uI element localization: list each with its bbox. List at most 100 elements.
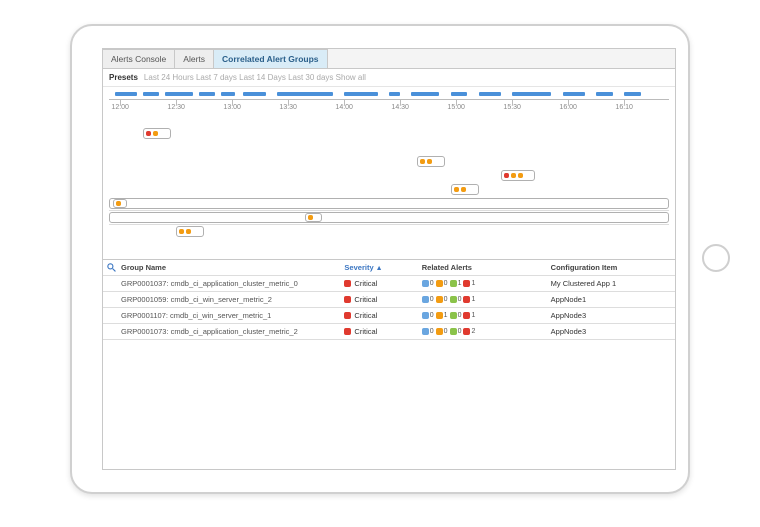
cell-severity: Critical xyxy=(344,311,421,320)
preset-last-7-days[interactable]: Last 7 days xyxy=(196,73,237,82)
severity-icon xyxy=(344,328,351,335)
timeline-ruler: 12:0012:3013:0013:3014:0014:3015:0015:30… xyxy=(109,99,669,115)
swim-event[interactable] xyxy=(143,128,171,139)
pill-count: 2 xyxy=(471,328,475,335)
timeline-density xyxy=(109,91,669,97)
swimlane xyxy=(109,197,669,211)
density-segment xyxy=(596,92,613,96)
sort-asc-icon: ▲ xyxy=(376,265,383,272)
density-segment xyxy=(389,92,400,96)
swim-group[interactable] xyxy=(109,212,669,223)
cell-severity: Critical xyxy=(344,327,421,336)
app-screen: Alerts ConsoleAlertsCorrelated Alert Gro… xyxy=(102,48,676,470)
table-row[interactable]: GRP0001107: cmdb_ci_win_server_metric_1C… xyxy=(103,308,675,324)
event-dot xyxy=(116,201,121,206)
severity-label: Critical xyxy=(354,295,377,304)
density-segment xyxy=(143,92,160,96)
tick-label: 12:00 xyxy=(111,104,129,111)
tick-label: 15:00 xyxy=(447,104,465,111)
tick-label: 16:00 xyxy=(559,104,577,111)
tick-label: 13:00 xyxy=(223,104,241,111)
related-pill: 0 xyxy=(436,296,448,303)
swimlane xyxy=(109,225,669,239)
related-pill: 1 xyxy=(463,280,475,287)
related-pill: 1 xyxy=(450,280,462,287)
related-pill: 0 xyxy=(422,328,434,335)
swim-group[interactable] xyxy=(109,198,669,209)
home-button[interactable] xyxy=(702,244,730,272)
preset-last-30-days[interactable]: Last 30 days xyxy=(288,73,333,82)
swim-event[interactable] xyxy=(113,199,127,208)
swim-event[interactable] xyxy=(305,213,322,222)
pill-icon xyxy=(436,280,443,287)
pill-count: 0 xyxy=(444,328,448,335)
density-segment xyxy=(479,92,501,96)
search-icon[interactable] xyxy=(107,263,121,272)
preset-show-all[interactable]: Show all xyxy=(336,73,366,82)
pill-icon xyxy=(463,328,470,335)
swim-event[interactable] xyxy=(176,226,204,237)
tab-correlated-alert-groups[interactable]: Correlated Alert Groups xyxy=(214,49,328,68)
swimlane-area xyxy=(109,127,669,253)
timeline: 12:0012:3013:0013:3014:0014:3015:0015:30… xyxy=(103,87,675,115)
pill-count: 1 xyxy=(471,280,475,287)
event-dot xyxy=(504,173,509,178)
col-ci[interactable]: Configuration Item xyxy=(551,263,671,272)
severity-label: Critical xyxy=(354,279,377,288)
severity-icon xyxy=(344,280,351,287)
cell-related: 0101 xyxy=(422,312,551,319)
density-segment xyxy=(411,92,439,96)
pill-count: 0 xyxy=(458,328,462,335)
tab-alerts-console[interactable]: Alerts Console xyxy=(103,49,175,68)
related-pill: 0 xyxy=(436,328,448,335)
presets-bar: Presets Last 24 Hours Last 7 days Last 1… xyxy=(103,69,675,87)
event-dot xyxy=(427,159,432,164)
tick-label: 15:30 xyxy=(503,104,521,111)
cell-related: 0001 xyxy=(422,296,551,303)
pill-count: 1 xyxy=(471,296,475,303)
tick-label: 14:00 xyxy=(335,104,353,111)
related-pill: 0 xyxy=(422,280,434,287)
col-group[interactable]: Group Name xyxy=(121,263,344,272)
col-related[interactable]: Related Alerts xyxy=(422,263,551,272)
table-header: Group Name Severity▲ Related Alerts Conf… xyxy=(103,260,675,276)
pill-icon xyxy=(450,312,457,319)
swimlane xyxy=(109,127,669,141)
density-segment xyxy=(115,92,137,96)
related-pill: 0 xyxy=(450,296,462,303)
cell-group: GRP0001107: cmdb_ci_win_server_metric_1 xyxy=(121,311,344,320)
cell-ci: AppNode3 xyxy=(551,327,671,336)
density-segment xyxy=(344,92,378,96)
severity-icon xyxy=(344,312,351,319)
pill-count: 0 xyxy=(430,280,434,287)
related-pill: 1 xyxy=(436,312,448,319)
swimlane xyxy=(109,155,669,169)
table-row[interactable]: GRP0001059: cmdb_ci_win_server_metric_2C… xyxy=(103,292,675,308)
event-dot xyxy=(146,131,151,136)
presets-label: Presets xyxy=(109,73,138,82)
event-dot xyxy=(454,187,459,192)
pill-icon xyxy=(450,296,457,303)
density-segment xyxy=(165,92,193,96)
table-row[interactable]: GRP0001073: cmdb_ci_application_cluster_… xyxy=(103,324,675,340)
alert-table: Group Name Severity▲ Related Alerts Conf… xyxy=(103,259,675,340)
swimlane xyxy=(109,141,669,155)
event-dot xyxy=(153,131,158,136)
density-segment xyxy=(199,92,216,96)
event-dot xyxy=(518,173,523,178)
cell-group: GRP0001073: cmdb_ci_application_cluster_… xyxy=(121,327,344,336)
tab-alerts[interactable]: Alerts xyxy=(175,49,214,68)
swim-event[interactable] xyxy=(417,156,445,167)
swim-event[interactable] xyxy=(451,184,479,195)
tabbar: Alerts ConsoleAlertsCorrelated Alert Gro… xyxy=(103,49,675,69)
pill-count: 0 xyxy=(444,296,448,303)
cell-ci: AppNode3 xyxy=(551,311,671,320)
table-row[interactable]: GRP0001037: cmdb_ci_application_cluster_… xyxy=(103,276,675,292)
preset-last-14-days[interactable]: Last 14 Days xyxy=(239,73,286,82)
preset-last-24-hours[interactable]: Last 24 Hours xyxy=(144,73,194,82)
pill-count: 0 xyxy=(444,280,448,287)
density-segment xyxy=(243,92,265,96)
cell-ci: AppNode1 xyxy=(551,295,671,304)
col-severity[interactable]: Severity▲ xyxy=(344,263,421,272)
swim-event[interactable] xyxy=(501,170,535,181)
